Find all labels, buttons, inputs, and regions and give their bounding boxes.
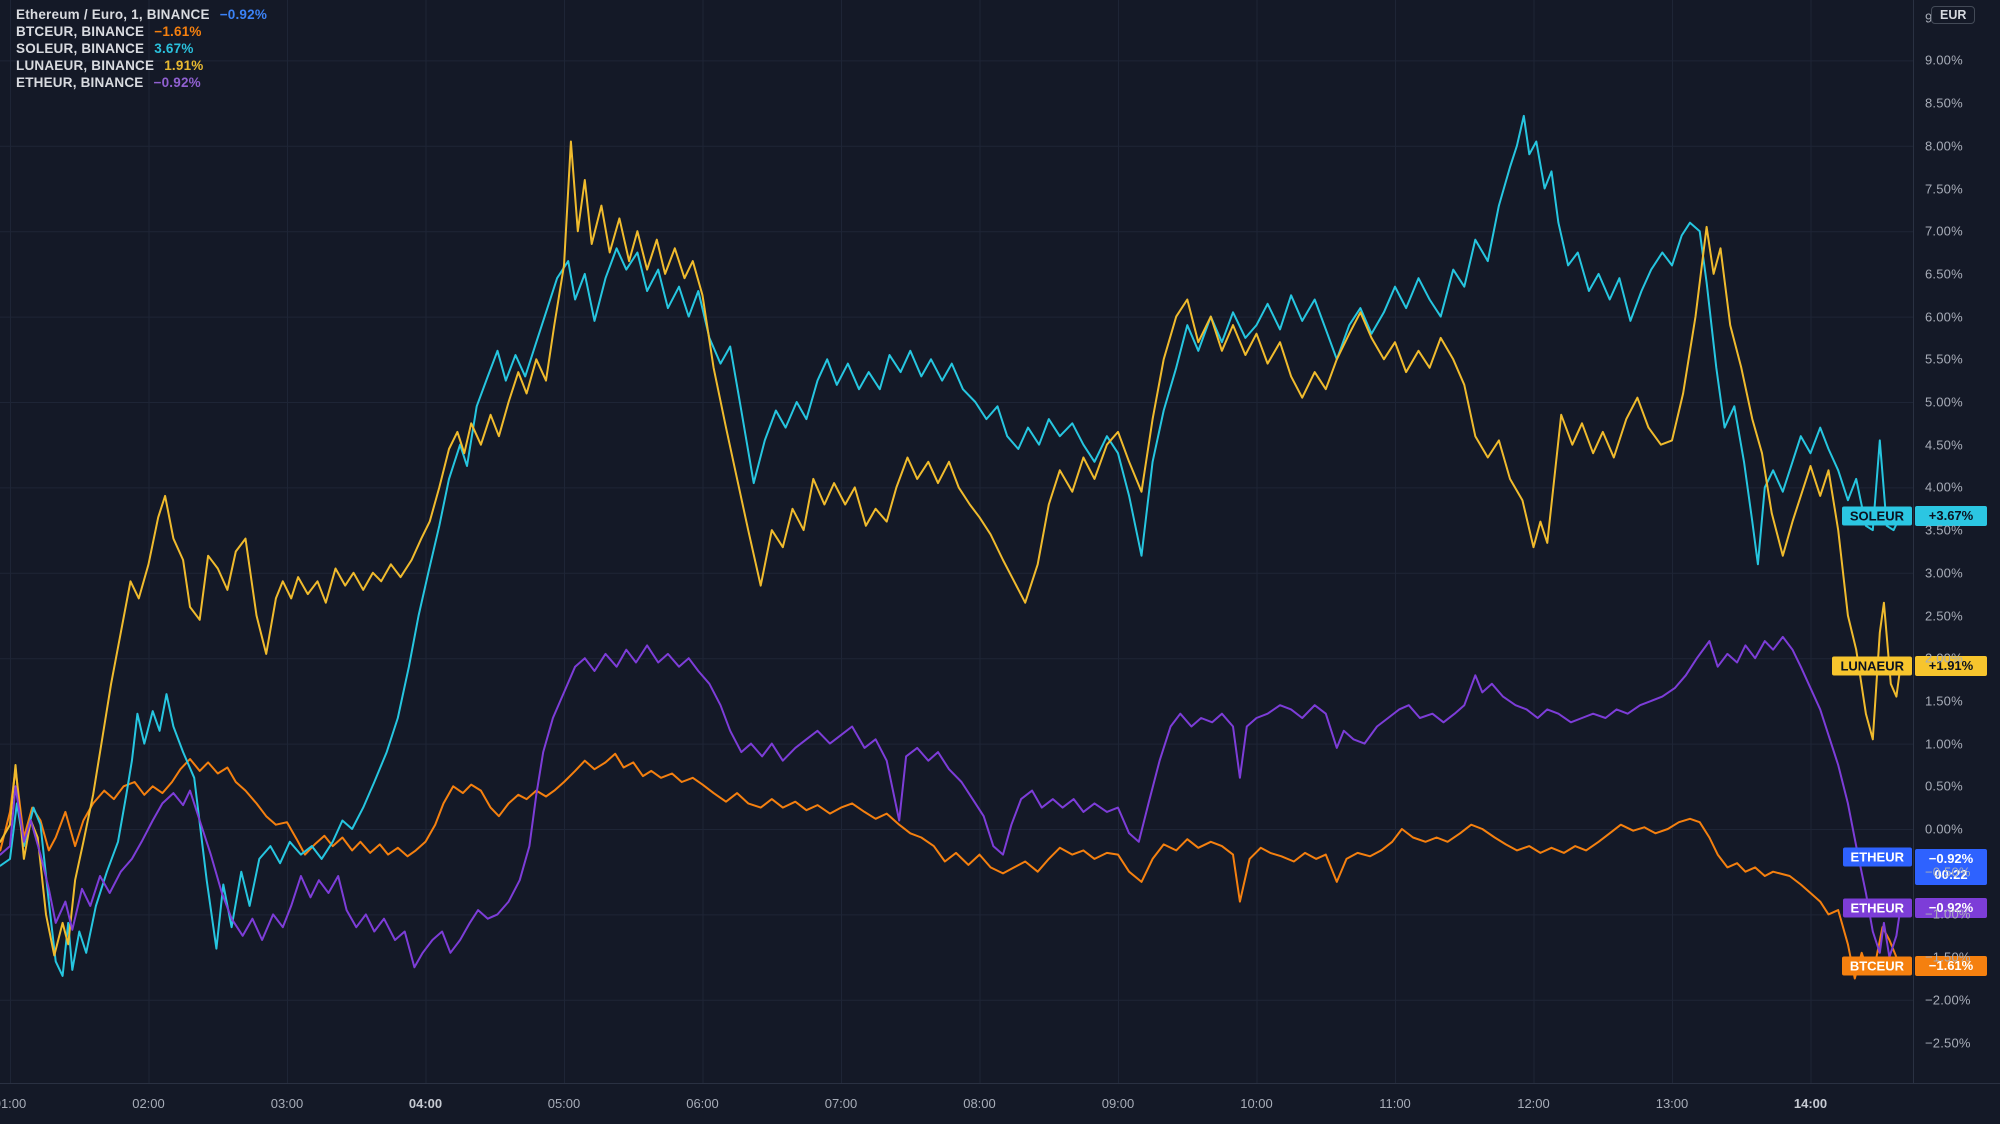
bar-countdown: 00:22 (1934, 867, 1968, 883)
price-tick: 5.50% (1925, 351, 1963, 367)
time-tick-0100: 01:00 (0, 1096, 27, 1111)
price-tick: 7.00% (1925, 223, 1963, 239)
price-tick: 8.50% (1925, 95, 1963, 111)
legend-row-1[interactable]: BTCEUR, BINANCE −1.61% (16, 23, 267, 40)
time-tick-0600: 06:00 (686, 1096, 719, 1111)
time-tick-1200: 12:00 (1517, 1096, 1550, 1111)
time-tick-0300: 03:00 (270, 1096, 304, 1111)
legend-change-value: 1.91% (164, 58, 204, 73)
price-tick: 6.50% (1925, 266, 1963, 282)
price-tick: 6.00% (1925, 309, 1963, 325)
legend-change-value: −0.92% (153, 75, 201, 90)
price-tick: 7.50% (1925, 181, 1963, 196)
price-value-tag-soleur[interactable]: +3.67% (1915, 505, 1987, 526)
price-tick: 5.00% (1925, 394, 1963, 410)
price-tick: −2.50% (1925, 1035, 1971, 1050)
price-tick: 2.50% (1925, 608, 1963, 623)
legend-row-0[interactable]: Ethereum / Euro, 1, BINANCE −0.92% (16, 6, 267, 23)
series-name-tag-lunaeur[interactable]: LUNAEUR (1832, 656, 1912, 676)
price-tick: −0.50% (1925, 864, 1971, 880)
price-tick: −2.00% (1925, 992, 1971, 1008)
price-tick: −1.50% (1925, 949, 1971, 965)
price-tick: 0.00% (1925, 821, 1963, 837)
price-value-tag-etheur-main[interactable]: −0.92% 00:22 (1915, 849, 1987, 886)
series-name-tag-etheur[interactable]: ETHEUR (1842, 898, 1912, 918)
legend-change-value: 3.67% (154, 41, 194, 56)
series-line-lunaeur[interactable] (0, 140, 1902, 957)
legend-row-4[interactable]: ETHEUR, BINANCE −0.92% (16, 74, 267, 91)
time-axis[interactable]: 01:00 02:00 03:00 04:00 05:00 06:00 07:00 08:00… (0, 1083, 2000, 1124)
time-tick-0400: 04:00 (408, 1096, 443, 1111)
time-tick-1000: 10:00 (1240, 1096, 1273, 1111)
legend-row-3[interactable]: LUNAEUR, BINANCE 1.91% (16, 57, 267, 74)
price-tick: 1.50% (1925, 693, 1963, 709)
legend-symbol-name: BTCEUR, BINANCE (16, 24, 145, 39)
legend-symbol-name: Ethereum / Euro, 1, BINANCE (16, 7, 210, 22)
legend-symbol-name: SOLEUR, BINANCE (16, 41, 145, 56)
legend-change-value: −1.61% (154, 24, 202, 39)
price-tick: 1.00% (1925, 736, 1963, 752)
series-name-tag-btceur[interactable]: BTCEUR (1841, 956, 1912, 976)
price-axis[interactable]: 9.50%9.00%8.50%8.00%7.50%7.00%6.50%6.00%… (1913, 0, 2000, 1083)
price-tick: 3.50% (1925, 522, 1963, 538)
legend-row-2[interactable]: SOLEUR, BINANCE 3.67% (16, 40, 267, 57)
price-value-tag-lunaeur[interactable]: +1.91% (1915, 655, 1987, 676)
time-tick-1300: 13:00 (1655, 1096, 1689, 1111)
price-value-tag-etheur[interactable]: −0.92% (1915, 897, 1987, 918)
time-tick-0500: 05:00 (547, 1096, 581, 1111)
chart-legend: Ethereum / Euro, 1, BINANCE −0.92% BTCEUR,… (16, 6, 267, 91)
price-tick: 9.00% (1925, 52, 1963, 68)
price-tick: 4.00% (1925, 479, 1963, 495)
price-tick: 8.00% (1925, 138, 1963, 154)
series-line-soleur[interactable] (0, 114, 1902, 977)
legend-change-value: −0.92% (219, 7, 268, 22)
price-tick: 0.50% (1925, 778, 1963, 794)
time-tick-0200: 02:00 (132, 1096, 165, 1111)
price-value-tag-btceur[interactable]: −1.61% (1915, 956, 1987, 977)
time-tick-0900: 09:00 (1101, 1096, 1135, 1111)
series-line-etheur[interactable] (0, 635, 1902, 969)
legend-symbol-name: ETHEUR, BINANCE (16, 75, 144, 90)
time-tick-1400: 14:00 (1793, 1096, 1828, 1111)
series-line-btceur[interactable] (0, 752, 1902, 980)
series-name-tag-soleur[interactable]: SOLEUR (1841, 506, 1912, 526)
price-tick: 3.00% (1925, 565, 1963, 581)
time-tick-0700: 07:00 (824, 1096, 858, 1111)
price-tick: −1.00% (1925, 906, 1971, 922)
price-tick: 4.50% (1925, 437, 1963, 453)
price-tick: 2.00% (1925, 650, 1963, 666)
time-tick-0800: 08:00 (963, 1096, 996, 1111)
time-tick-1100: 11:00 (1379, 1096, 1411, 1111)
series-name-tag-etheur-main[interactable]: ETHEUR (1842, 847, 1912, 867)
currency-unit-button[interactable]: EUR (1931, 6, 1976, 24)
legend-symbol-name: LUNAEUR, BINANCE (16, 58, 155, 73)
